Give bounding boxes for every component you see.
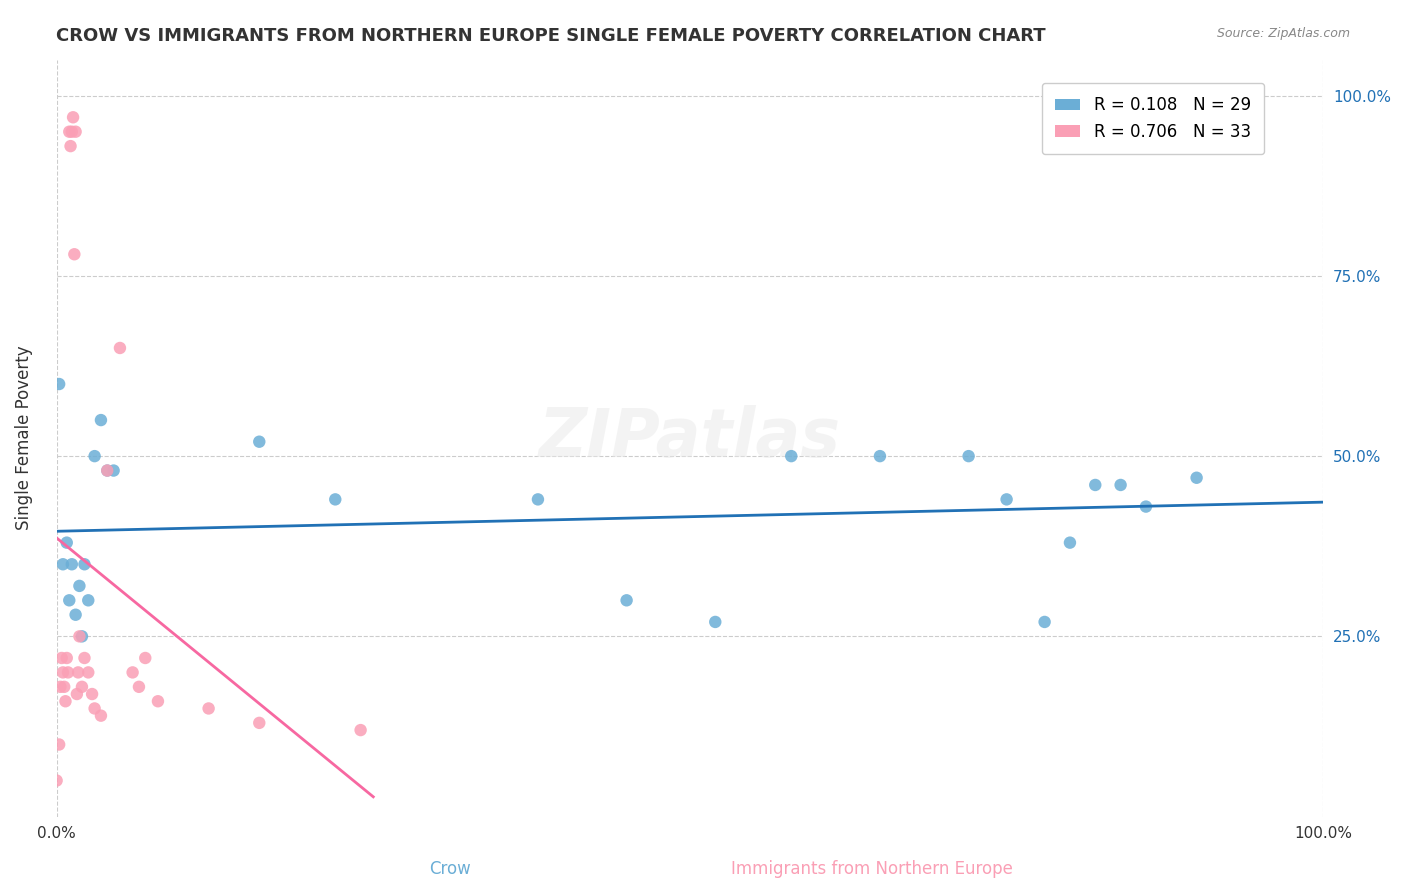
- Point: [134, 651, 156, 665]
- Point: [1059, 535, 1081, 549]
- Point: [121, 665, 143, 680]
- Point: [247, 715, 270, 730]
- Point: [247, 434, 270, 449]
- Point: [90, 413, 112, 427]
- Point: [108, 341, 131, 355]
- Text: CROW VS IMMIGRANTS FROM NORTHERN EUROPE SINGLE FEMALE POVERTY CORRELATION CHART: CROW VS IMMIGRANTS FROM NORTHERN EUROPE …: [56, 27, 1046, 45]
- Point: [65, 125, 87, 139]
- Point: [704, 615, 727, 629]
- Point: [66, 687, 89, 701]
- Text: Source: ZipAtlas.com: Source: ZipAtlas.com: [1216, 27, 1350, 40]
- Point: [90, 708, 112, 723]
- Point: [780, 449, 803, 463]
- Point: [58, 125, 80, 139]
- Point: [56, 665, 79, 680]
- Point: [349, 723, 371, 737]
- Point: [67, 629, 90, 643]
- Point: [1185, 471, 1208, 485]
- Point: [70, 629, 93, 643]
- Point: [62, 110, 84, 124]
- Point: [48, 377, 70, 392]
- Point: [55, 535, 77, 549]
- Point: [58, 593, 80, 607]
- Point: [53, 680, 76, 694]
- Point: [869, 449, 891, 463]
- Point: [73, 558, 96, 572]
- Point: [1135, 500, 1157, 514]
- Text: ZIPatlas: ZIPatlas: [538, 405, 841, 471]
- Point: [55, 694, 77, 708]
- Point: [60, 125, 83, 139]
- Point: [146, 694, 169, 708]
- Text: Crow: Crow: [429, 860, 471, 878]
- Point: [63, 247, 86, 261]
- Point: [45, 773, 67, 788]
- Point: [103, 464, 125, 478]
- Point: [323, 492, 346, 507]
- Point: [67, 665, 90, 680]
- Point: [1084, 478, 1107, 492]
- Point: [83, 449, 105, 463]
- Point: [128, 680, 150, 694]
- Point: [70, 680, 93, 694]
- Point: [49, 680, 72, 694]
- Text: Immigrants from Northern Europe: Immigrants from Northern Europe: [731, 860, 1012, 878]
- Point: [83, 701, 105, 715]
- Point: [60, 558, 83, 572]
- Point: [59, 139, 82, 153]
- Point: [96, 464, 118, 478]
- Point: [957, 449, 980, 463]
- Legend: R = 0.108   N = 29, R = 0.706   N = 33: R = 0.108 N = 29, R = 0.706 N = 33: [1042, 83, 1264, 154]
- Point: [77, 593, 100, 607]
- Point: [52, 558, 75, 572]
- Point: [1033, 615, 1056, 629]
- Point: [96, 464, 118, 478]
- Point: [67, 579, 90, 593]
- Point: [616, 593, 638, 607]
- Point: [65, 607, 87, 622]
- Point: [197, 701, 219, 715]
- Point: [52, 665, 75, 680]
- Point: [55, 651, 77, 665]
- Point: [48, 738, 70, 752]
- Point: [80, 687, 103, 701]
- Point: [1109, 478, 1132, 492]
- Y-axis label: Single Female Poverty: Single Female Poverty: [15, 346, 32, 531]
- Point: [51, 651, 73, 665]
- Point: [77, 665, 100, 680]
- Point: [527, 492, 550, 507]
- Point: [995, 492, 1018, 507]
- Point: [73, 651, 96, 665]
